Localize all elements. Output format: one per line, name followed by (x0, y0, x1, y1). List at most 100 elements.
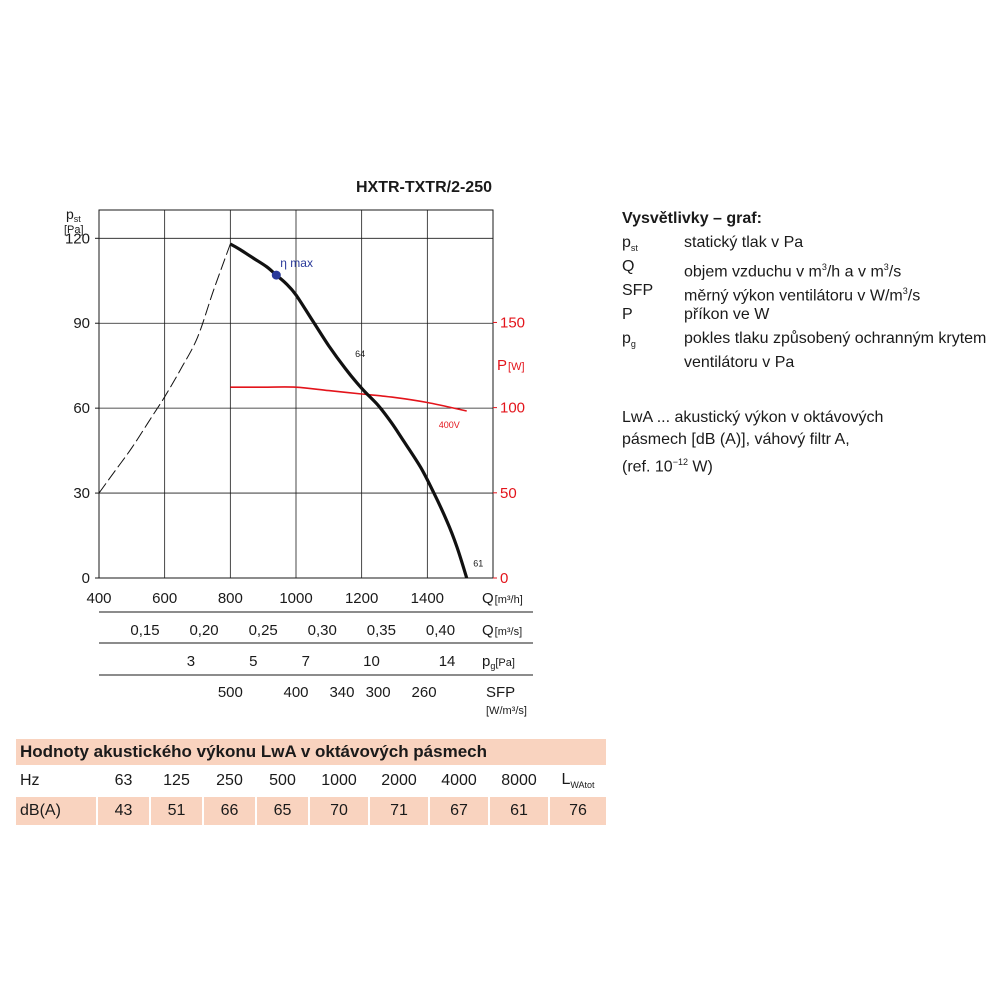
legend-desc-sup: 3 (821, 262, 827, 272)
eta-max-label: η max (280, 256, 313, 270)
legend-desc-sup: 3 (883, 262, 889, 272)
y-right-tick-label: 50 (500, 485, 517, 502)
band-hz: 2000 (370, 767, 428, 795)
y-left-tick-label: 30 (73, 485, 90, 502)
acoustic-ref-text: (ref. 10 (622, 458, 673, 476)
legend-item-pst: pst statický tlak v Pa (622, 231, 992, 255)
legend-desc: statický tlak v Pa (684, 234, 804, 251)
curve-annotation-label: 61 (473, 559, 483, 569)
legend-symbol: p (622, 234, 631, 251)
system-curve-dashed (99, 243, 231, 494)
table-title: Hodnoty akustického výkonu LwA v oktávov… (16, 739, 606, 765)
power-curve-label: 400V (439, 420, 460, 430)
band-hz: 1000 (310, 767, 368, 795)
legend-item-pg: pg pokles tlaku způsobený ochranným kryt… (622, 327, 992, 375)
scale-qs-value: 0,25 (249, 622, 278, 639)
acoustic-note-line: pásmech [dB (A)], váhový filtr A, (622, 431, 850, 448)
scale-pg-label: pg[Pa] (482, 653, 515, 671)
total-label: LWAtot (550, 767, 606, 795)
curve-annotation-label: 64 (355, 349, 365, 359)
row-label-dba: dB(A) (16, 797, 96, 825)
x-tick-label: 1000 (279, 590, 312, 607)
scale-sfp-label: SFP (486, 684, 515, 701)
band-value: 66 (204, 797, 255, 825)
band-hz: 250 (204, 767, 255, 795)
scale-sfp-unit: [W/m³/s] (486, 705, 527, 717)
legend-desc: pokles tlaku způsobený ochranným krytem … (684, 330, 987, 371)
band-value: 43 (98, 797, 149, 825)
y-left-ticks: 0 30 60 90 120 (65, 230, 99, 587)
acoustic-note: LwA ... akustický výkon v oktávových pás… (622, 407, 992, 478)
band-hz: 8000 (490, 767, 548, 795)
chart-title: HXTR-TXTR/2-250 (356, 179, 492, 196)
legend-desc: /h a v m (826, 263, 884, 281)
scale-pg-value: 5 (249, 653, 257, 670)
scale-pg-values: 3 5 7 10 14 (187, 653, 456, 670)
legend-symbol: p (622, 330, 631, 347)
band-value: 61 (490, 797, 548, 825)
band-hz: 125 (151, 767, 202, 795)
y-right-axis-label: P[W] (497, 357, 525, 374)
y-left-tick-label: 0 (82, 570, 90, 587)
x-axis-label: Q[m³/h] (482, 590, 523, 607)
legend-symbol: Q (622, 258, 635, 275)
legend-desc: měrný výkon ventilátoru v W/m (684, 287, 903, 305)
acoustic-note-line: LwA ... akustický výkon v oktávových (622, 409, 884, 426)
acoustic-ref-exponent: −12 (672, 457, 688, 467)
legend-desc: /s (888, 263, 902, 281)
y-right-ticks: 0 50 100 150 (493, 314, 525, 587)
scale-sfp-value: 500 (218, 684, 243, 701)
band-value: 51 (151, 797, 202, 825)
legend-item-q: Q objem vzduchu v m3/h a v m3/s (622, 255, 992, 281)
x-tick-label: 1400 (411, 590, 444, 607)
power-curve-400v (230, 386, 467, 412)
y-left-tick-label: 60 (73, 400, 90, 417)
band-hz: 500 (257, 767, 308, 795)
y-left-axis-unit: [Pa] (64, 224, 84, 236)
x-tick-label: 800 (218, 590, 243, 607)
chart-legend: Vysvětlivky – graf: pst statický tlak v … (622, 207, 992, 375)
x-tick-label: 1200 (345, 590, 378, 607)
legend-symbol-sub: g (630, 339, 636, 350)
x-ticks: 400 600 800 1000 1200 1400 (86, 590, 444, 607)
total-label-main: L (561, 771, 571, 789)
legend-item-sfp: SFP měrný výkon ventilátoru v W/m3/s (622, 279, 992, 305)
band-value: 65 (257, 797, 308, 825)
legend-title: Vysvětlivky – graf: (622, 210, 762, 227)
table-row-dba: dB(A) 43 51 66 65 70 71 67 61 76 (16, 797, 606, 825)
legend-desc: /s (907, 287, 921, 305)
scale-qs-value: 0,15 (130, 622, 159, 639)
y-right-tick-label: 100 (500, 400, 525, 417)
row-label-hz: Hz (16, 767, 96, 795)
y-right-tick-label: 0 (500, 570, 508, 587)
y-left-tick-label: 90 (73, 315, 90, 332)
band-value: 70 (310, 797, 368, 825)
band-value: 71 (370, 797, 428, 825)
scale-sfp-values: 500 400 340 300 260 (218, 684, 437, 701)
legend-desc: objem vzduchu v m (684, 263, 822, 281)
x-tick-label: 400 (86, 590, 111, 607)
scale-qs-values: 0,15 0,20 0,25 0,30 0,35 0,40 (130, 622, 455, 639)
legend-desc-sup: 3 (902, 286, 908, 296)
scale-pg-value: 14 (439, 653, 456, 670)
scale-qs-value: 0,30 (308, 622, 337, 639)
scale-sfp-value: 340 (329, 684, 354, 701)
scale-pg-value: 3 (187, 653, 195, 670)
acoustic-note-line: (ref. 10−12 W) (622, 451, 992, 478)
table-row-hz: Hz 63 125 250 500 1000 2000 4000 8000 LW… (16, 767, 606, 795)
eta-max-marker (271, 270, 281, 280)
legend-item-p: P příkon ve W (622, 303, 992, 327)
total-label-sub: WAtot (570, 780, 595, 791)
legend-symbol-sub: st (630, 243, 638, 254)
x-tick-label: 600 (152, 590, 177, 607)
scale-pg-value: 10 (363, 653, 380, 670)
total-value: 76 (550, 797, 606, 825)
scale-sfp-value: 300 (366, 684, 391, 701)
y-left-axis-label: pst (66, 206, 81, 224)
acoustic-power-table: Hodnoty akustického výkonu LwA v oktávov… (14, 737, 608, 827)
scale-sfp-value: 400 (283, 684, 308, 701)
scale-sfp-value: 260 (412, 684, 437, 701)
scale-pg-value: 7 (302, 653, 310, 670)
annotations: η max 64 61 400V (271, 256, 483, 569)
